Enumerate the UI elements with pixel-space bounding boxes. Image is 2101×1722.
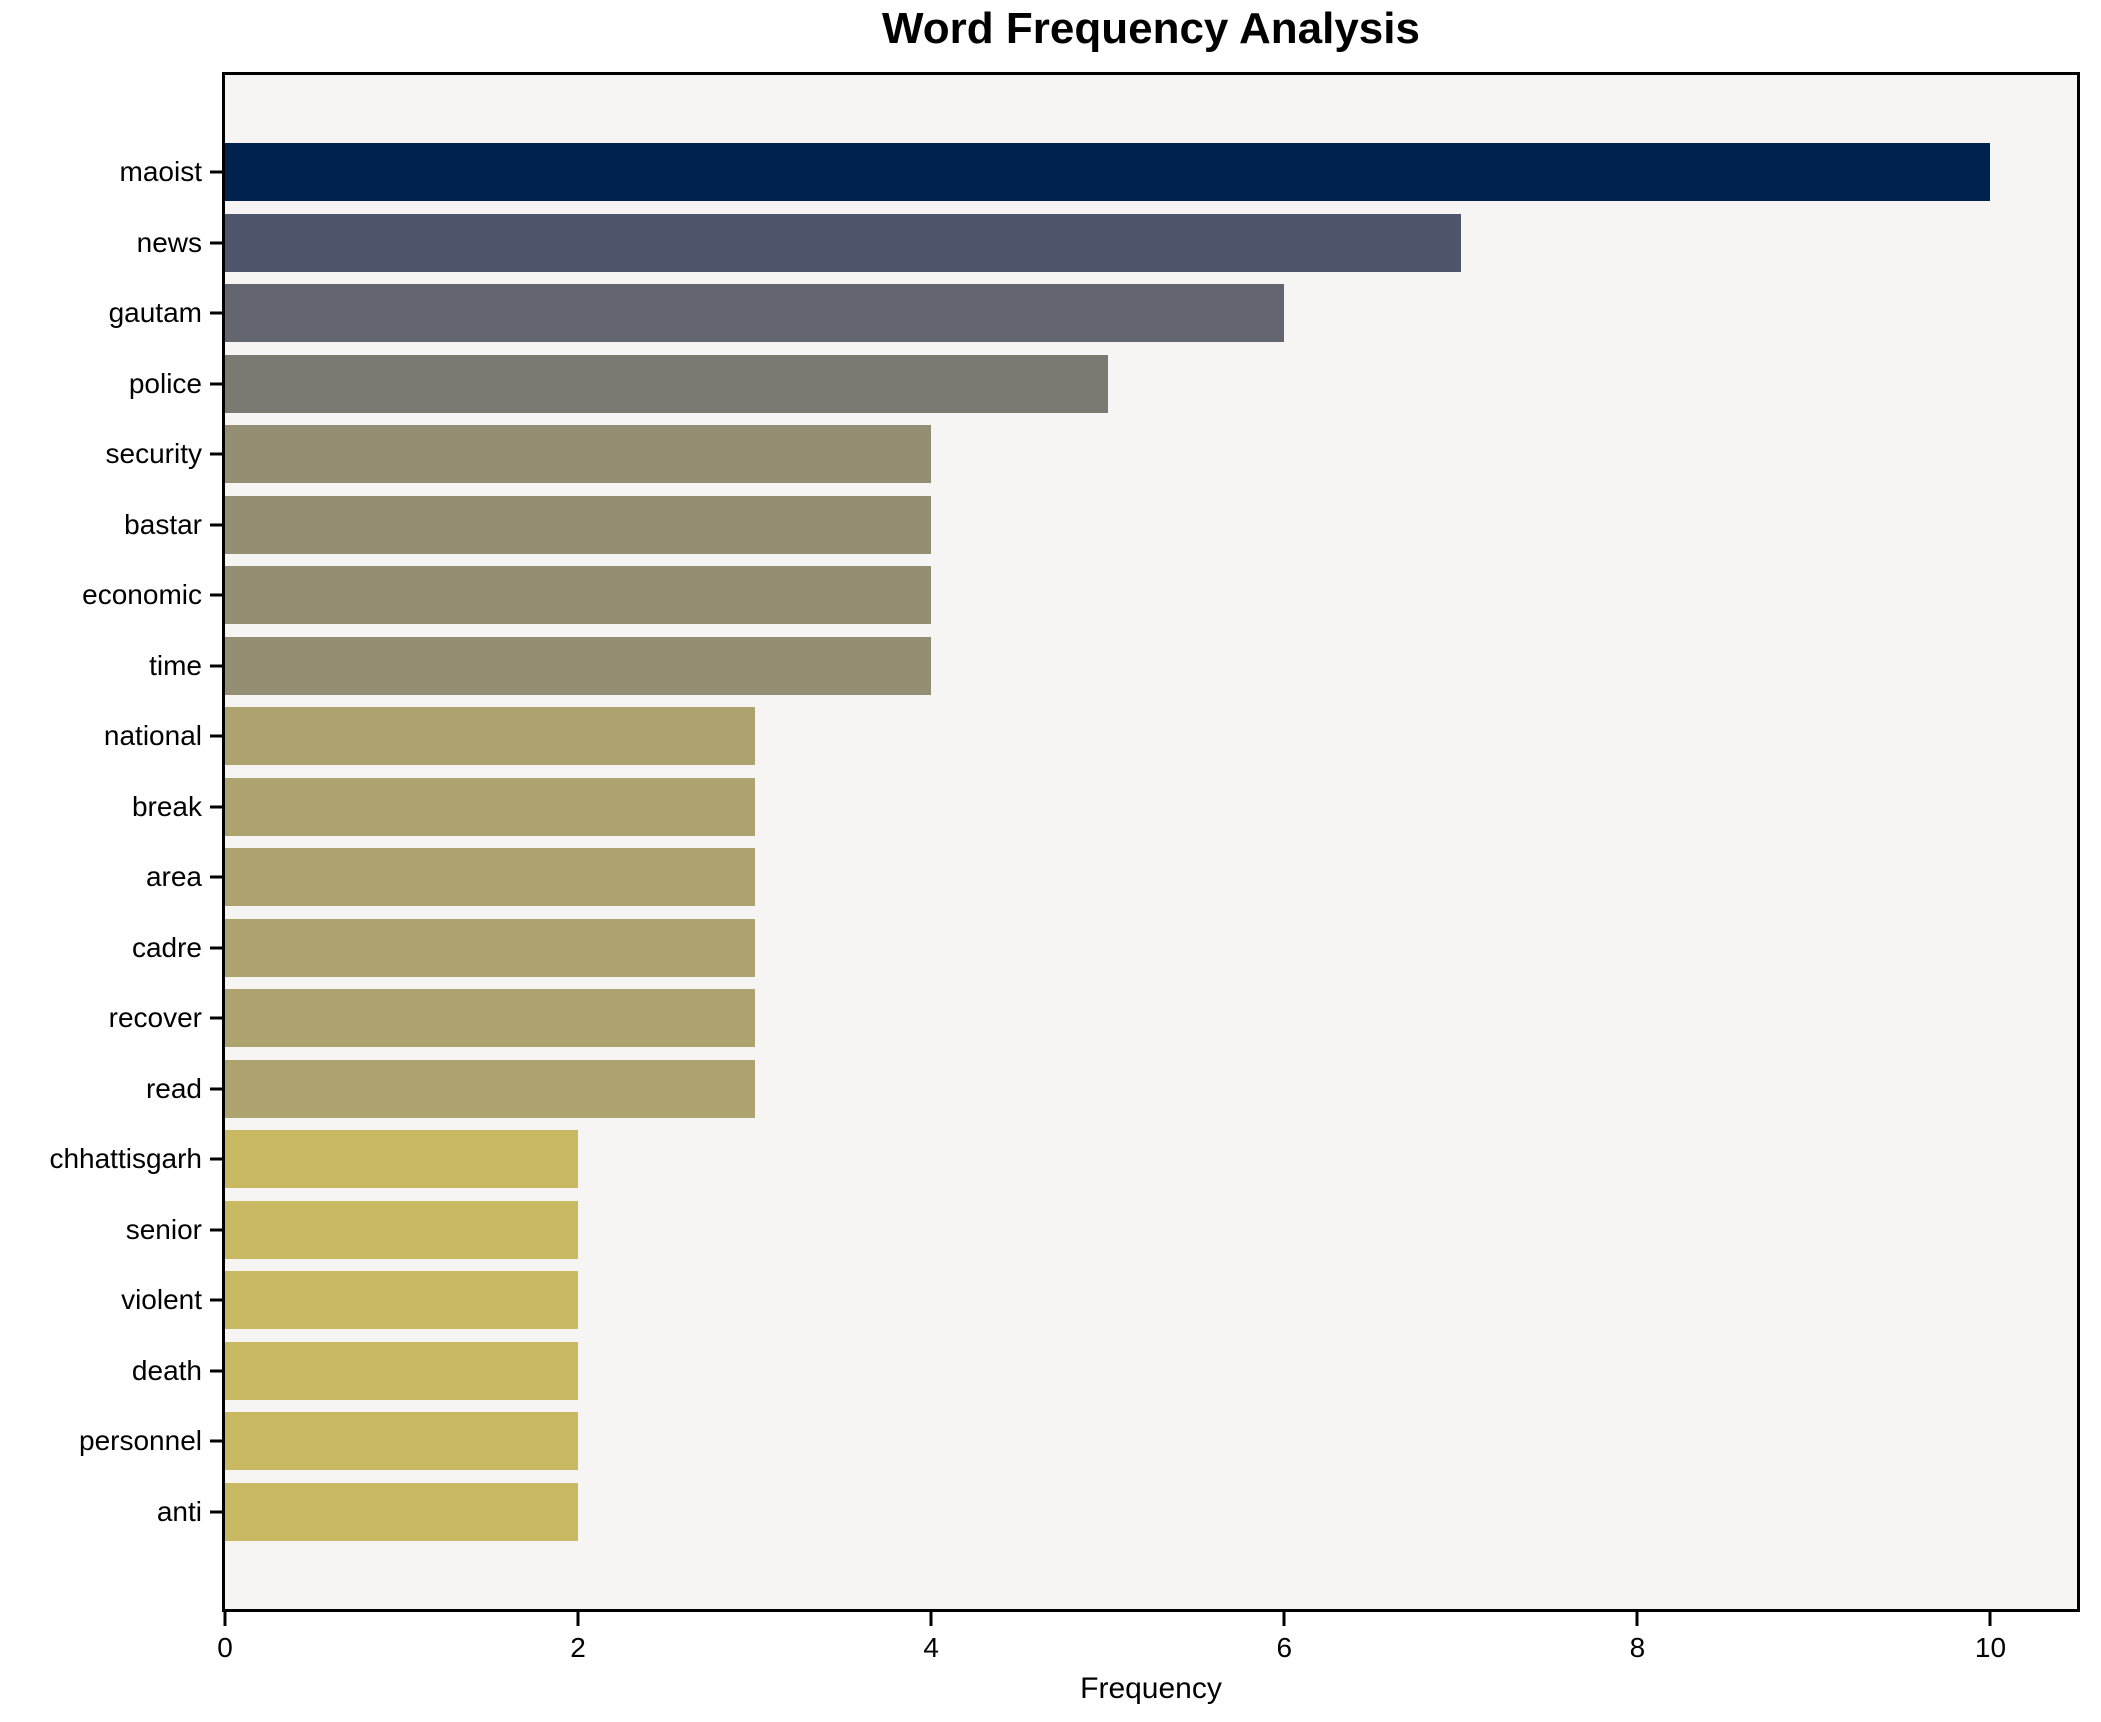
plot-area — [222, 72, 2080, 1612]
y-tick-label-news: news — [136, 226, 202, 258]
x-tick-label-6: 6 — [1276, 1632, 1293, 1663]
bar-row — [225, 419, 2077, 490]
y-tick-mark — [210, 1016, 222, 1020]
bar-cadre — [225, 918, 755, 977]
bar-row — [225, 278, 2077, 349]
bar-row — [225, 560, 2077, 631]
bar-row — [225, 1054, 2077, 1125]
y-tick-mark — [210, 1369, 222, 1373]
bar-row — [225, 1336, 2077, 1407]
y-tick-label-violent: violent — [121, 1284, 202, 1316]
bar-row — [225, 772, 2077, 843]
y-tick-label-national: national — [103, 720, 202, 752]
x-tick-label-8: 8 — [1629, 1632, 1646, 1663]
y-tick-mark — [210, 946, 222, 950]
chart-title: Word Frequency Analysis — [882, 4, 1420, 53]
bar-read — [225, 1059, 755, 1118]
y-tick-label-time: time — [149, 649, 202, 681]
x-tick-mark — [1282, 1612, 1286, 1626]
bar-economic — [225, 566, 932, 625]
bar-row — [225, 490, 2077, 561]
bar-senior — [225, 1200, 579, 1259]
bar-gautam — [225, 284, 1285, 343]
y-tick-mark — [210, 241, 222, 245]
bar-row — [225, 349, 2077, 420]
y-tick-label-recover: recover — [108, 1002, 202, 1034]
x-tick-label-0: 0 — [217, 1632, 233, 1663]
bar-row — [225, 137, 2077, 208]
y-tick-mark — [210, 382, 222, 386]
y-tick-label-personnel: personnel — [79, 1425, 202, 1457]
y-tick-mark — [210, 523, 222, 527]
y-tick-label-cadre: cadre — [131, 931, 202, 963]
bar-row — [225, 631, 2077, 702]
y-tick-label-anti: anti — [156, 1495, 202, 1527]
bar-row — [225, 1265, 2077, 1336]
bar-row — [225, 913, 2077, 984]
bar-break — [225, 777, 755, 836]
bar-personnel — [225, 1412, 579, 1471]
y-tick-mark — [210, 805, 222, 809]
bar-row — [225, 1477, 2077, 1548]
bar-row — [225, 983, 2077, 1054]
y-tick-mark — [210, 1298, 222, 1302]
y-tick-label-economic: economic — [82, 579, 202, 611]
y-tick-mark — [210, 875, 222, 879]
y-tick-label-gautam: gautam — [108, 297, 202, 329]
bar-police — [225, 354, 1108, 413]
y-tick-label-senior: senior — [125, 1213, 202, 1245]
y-tick-mark — [210, 1510, 222, 1514]
bar-security — [225, 425, 932, 484]
x-tick-label-4: 4 — [923, 1632, 939, 1663]
x-tick-label-10: 10 — [1974, 1632, 2007, 1663]
y-tick-label-break: break — [131, 790, 202, 822]
y-tick-mark — [210, 1228, 222, 1232]
y-tick-label-maoist: maoist — [119, 156, 202, 188]
bar-death — [225, 1341, 579, 1400]
bar-area — [225, 848, 755, 907]
y-tick-label-death: death — [131, 1354, 202, 1386]
x-tick-mark — [576, 1612, 580, 1626]
bar-bastar — [225, 495, 932, 554]
x-tick-mark — [929, 1612, 933, 1626]
bar-row — [225, 701, 2077, 772]
bar-row — [225, 1195, 2077, 1266]
y-tick-mark — [210, 1157, 222, 1161]
bar-maoist — [225, 143, 1991, 202]
x-axis-title: Frequency — [1080, 1672, 1222, 1705]
y-tick-mark — [210, 311, 222, 315]
bar-row — [225, 842, 2077, 913]
bar-violent — [225, 1271, 579, 1330]
bar-time — [225, 636, 932, 695]
y-tick-label-area: area — [145, 861, 202, 893]
y-tick-label-read: read — [145, 1072, 202, 1104]
bar-row — [225, 1124, 2077, 1195]
y-tick-mark — [210, 664, 222, 668]
bar-row — [225, 1406, 2077, 1477]
x-tick-label-2: 2 — [570, 1632, 586, 1663]
bar-national — [225, 707, 755, 766]
y-tick-label-chhattisgarh: chhattisgarh — [49, 1143, 202, 1175]
bar-row — [225, 208, 2077, 279]
y-tick-mark — [210, 593, 222, 597]
y-tick-label-bastar: bastar — [124, 508, 202, 540]
bar-chhattisgarh — [225, 1130, 579, 1189]
x-tick-mark — [223, 1612, 227, 1626]
x-tick-mark — [1988, 1612, 1992, 1626]
y-tick-mark — [210, 170, 222, 174]
y-tick-mark — [210, 452, 222, 456]
bar-anti — [225, 1482, 579, 1541]
y-tick-mark — [210, 734, 222, 738]
bar-recover — [225, 989, 755, 1048]
y-tick-label-police: police — [128, 367, 202, 399]
bar-news — [225, 213, 1461, 272]
x-tick-mark — [1635, 1612, 1639, 1626]
y-tick-mark — [210, 1087, 222, 1091]
y-tick-label-security: security — [105, 438, 202, 470]
y-tick-mark — [210, 1439, 222, 1443]
